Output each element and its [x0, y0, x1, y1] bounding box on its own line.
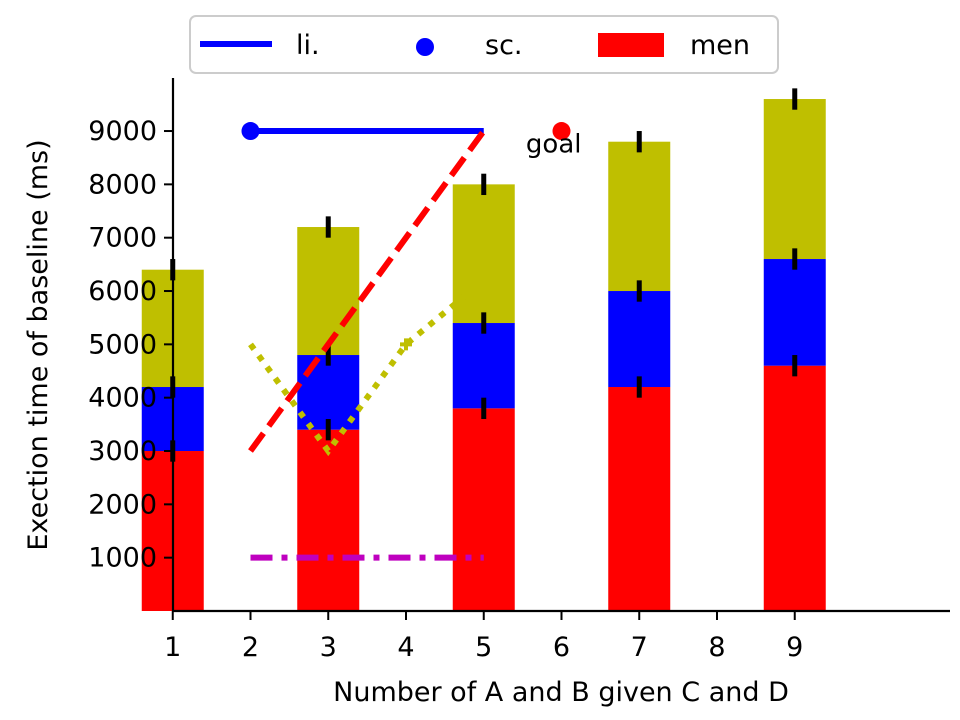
- annotation-label: goal: [526, 129, 582, 159]
- series-line: [248, 278, 486, 457]
- legend-label: li.: [296, 30, 320, 61]
- x-tick-label: 9: [786, 632, 803, 663]
- bar-segment: [452, 323, 515, 409]
- y-tick-label: 3000: [88, 436, 157, 467]
- bar-segment: [452, 184, 515, 324]
- legend-swatch-marker: [416, 38, 434, 56]
- legend-label: men: [690, 30, 750, 61]
- x-tick-label: 2: [242, 632, 259, 663]
- y-tick-label: 1000: [88, 543, 157, 574]
- x-ticks: 1 2 3 4 5 6 7 8 9: [164, 611, 803, 663]
- bar-segment: [297, 227, 360, 356]
- annotations-layer: goal: [526, 129, 582, 159]
- bars-layer: [141, 99, 826, 611]
- x-tick-label: 1: [164, 632, 181, 663]
- y-tick-label: 8000: [88, 169, 157, 200]
- bar-segment: [452, 408, 515, 611]
- y-ticks: 1000 2000 3000 4000 5000 6000 7000 8000 9000: [88, 116, 173, 574]
- lines-layer: [248, 128, 487, 561]
- x-tick-label: 6: [553, 632, 570, 663]
- bar-segment: [763, 259, 826, 366]
- bar-segment: [297, 429, 360, 611]
- y-axis-label: Exection time of baseline (ms): [23, 139, 54, 550]
- y-tick-label: 6000: [88, 276, 157, 307]
- markers-layer: [241, 122, 571, 351]
- bar-segment: [297, 355, 360, 430]
- x-tick-label: 7: [631, 632, 648, 663]
- x-tick-label: 4: [397, 632, 414, 663]
- y-tick-label: 7000: [88, 223, 157, 254]
- bar-segment: [608, 291, 671, 388]
- legend-frame: [189, 15, 779, 74]
- series-line: [248, 129, 487, 453]
- scatter-point: [552, 122, 571, 141]
- plus-marker: [400, 338, 412, 351]
- y-tick-label: 5000: [88, 329, 157, 360]
- legend-label: sc.: [485, 30, 523, 61]
- x-axis-label: Number of A and B given C and D: [333, 677, 789, 708]
- legend-swatch-patch: [598, 33, 664, 57]
- y-tick-label: 4000: [88, 383, 157, 414]
- bar-segment: [763, 365, 826, 611]
- bar-segment: [608, 387, 671, 611]
- legend: li. sc. men: [189, 15, 779, 74]
- x-tick-label: 3: [320, 632, 337, 663]
- x-tick-label: 5: [475, 632, 492, 663]
- bar-segment: [608, 141, 671, 292]
- scatter-point: [241, 122, 260, 141]
- y-tick-label: 9000: [88, 116, 157, 147]
- x-tick-label: 8: [708, 632, 725, 663]
- y-tick-label: 2000: [88, 489, 157, 520]
- bar-segment: [763, 99, 826, 260]
